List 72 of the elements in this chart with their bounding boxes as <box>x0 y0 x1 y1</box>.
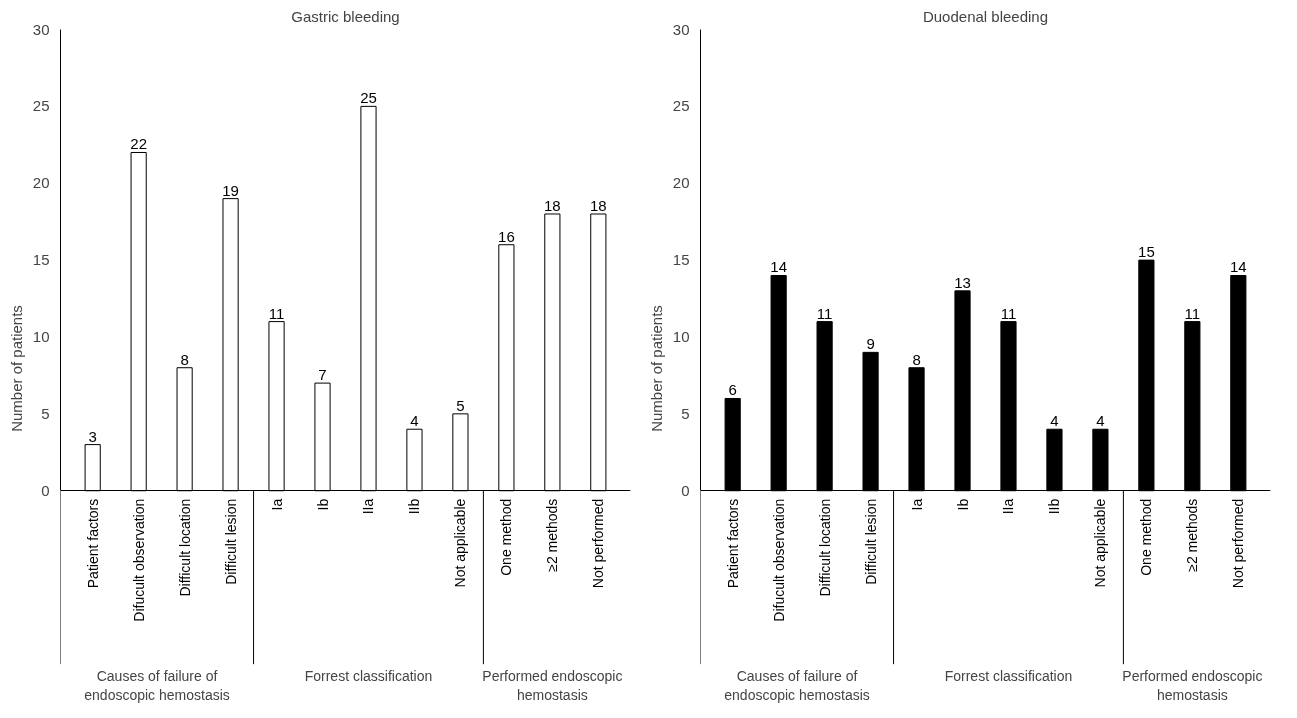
data-label: 19 <box>222 181 239 199</box>
x-tick-label: Not applicable <box>1092 498 1109 588</box>
y-axis-title: Number of patients <box>647 305 665 432</box>
y-tick-label: 10 <box>32 327 50 345</box>
y-tick-label: 15 <box>672 251 690 269</box>
x-tick-label: Not applicable <box>452 498 469 588</box>
text: Causes of failure of endoscopic hemostasis <box>84 668 230 704</box>
text: Performed endoscopic hemostasis <box>1122 668 1263 704</box>
y-tick-label: 20 <box>672 174 690 192</box>
y-tick-label: 25 <box>672 97 690 115</box>
x-tick-label: ≥2 methods <box>1184 498 1201 572</box>
data-label: 14 <box>770 258 787 276</box>
x-tick-label: Ia <box>908 498 925 511</box>
x-tick-label: Not performed <box>1230 498 1247 589</box>
x-tick-label: Patient factors <box>724 498 741 589</box>
y-tick-label: 30 <box>32 20 50 38</box>
x-tick-label: Difficult lesion <box>222 498 239 585</box>
text: Forrest classification <box>304 668 433 685</box>
y-tick-label: 0 <box>681 481 690 499</box>
x-tick-label: Difficult lesion <box>862 498 879 585</box>
y-tick-label: 25 <box>32 97 50 115</box>
data-label: 22 <box>130 135 147 153</box>
x-tick-label: Difucult observation <box>130 498 147 622</box>
x-tick-label: IIb <box>406 498 423 515</box>
y-tick-label: 15 <box>32 251 50 269</box>
data-label: 4 <box>1050 412 1059 430</box>
data-label: 7 <box>318 366 327 384</box>
x-tick-label: IIa <box>1000 498 1017 515</box>
x-tick-label: Difucult observation <box>770 498 787 622</box>
data-label: 11 <box>268 304 285 322</box>
data-label: 11 <box>1000 304 1017 322</box>
data-label: 11 <box>1184 304 1201 322</box>
x-tick-label: Patient factors <box>84 498 101 589</box>
x-tick-label: One method <box>498 498 515 576</box>
chart-title: Duodenal bleeding <box>922 7 1049 25</box>
y-tick-label: 20 <box>32 174 50 192</box>
chart-title: Gastric bleeding <box>291 7 400 25</box>
x-tick-label: Ib <box>954 498 971 511</box>
data-label: 8 <box>180 350 189 368</box>
text: Forrest classification <box>944 668 1073 685</box>
x-tick-label: One method <box>1138 498 1155 576</box>
text: Causes of failure of endoscopic hemostasis <box>724 668 870 704</box>
data-label: 8 <box>912 350 921 368</box>
data-label: 3 <box>88 427 97 445</box>
x-tick-label: ≥2 methods <box>544 498 561 572</box>
data-label: 14 <box>1229 258 1247 276</box>
data-label: 4 <box>410 412 419 430</box>
x-tick-label: Ib <box>314 498 331 511</box>
y-tick-label: 5 <box>681 404 690 422</box>
data-label: 15 <box>1138 243 1155 261</box>
y-axis-title: Number of patients <box>7 305 25 432</box>
data-label: 5 <box>456 396 465 414</box>
x-tick-label: IIa <box>360 498 377 515</box>
data-label: 9 <box>866 335 875 353</box>
data-label: 13 <box>954 273 971 291</box>
text: Performed endoscopic hemostasis <box>482 668 623 704</box>
x-tick-label: IIb <box>1046 498 1063 515</box>
data-label: 25 <box>360 89 377 107</box>
data-label: 18 <box>589 196 607 214</box>
x-tick-label: Not performed <box>590 498 607 589</box>
y-tick-label: 0 <box>41 481 50 499</box>
y-tick-label: 5 <box>41 404 50 422</box>
x-tick-label: Ia <box>268 498 285 511</box>
x-tick-label: Difficult location <box>176 498 193 597</box>
data-label: 4 <box>1096 412 1105 430</box>
y-tick-label: 30 <box>672 20 690 38</box>
x-tick-label: Difficult location <box>816 498 833 597</box>
data-label: 18 <box>544 196 561 214</box>
data-label: 6 <box>728 381 737 399</box>
y-tick-label: 10 <box>672 327 690 345</box>
data-label: 16 <box>498 227 515 245</box>
data-label: 11 <box>816 304 833 322</box>
